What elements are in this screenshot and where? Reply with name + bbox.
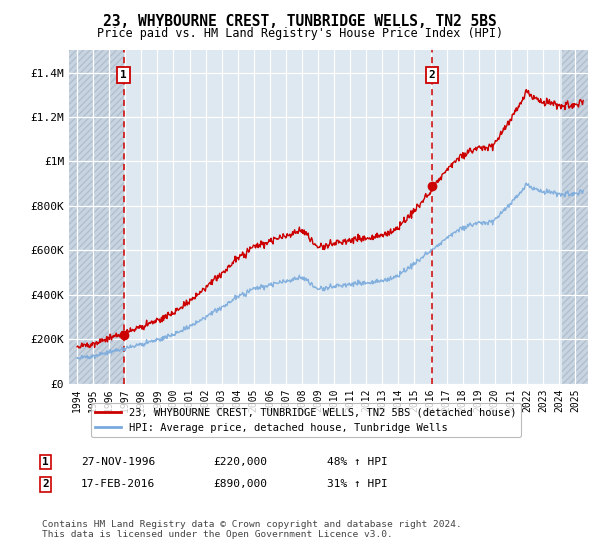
Text: 27-NOV-1996: 27-NOV-1996 — [81, 457, 155, 467]
Text: £220,000: £220,000 — [213, 457, 267, 467]
Text: 17-FEB-2016: 17-FEB-2016 — [81, 479, 155, 489]
Text: Price paid vs. HM Land Registry's House Price Index (HPI): Price paid vs. HM Land Registry's House … — [97, 27, 503, 40]
Bar — [69, 50, 124, 384]
Text: 1: 1 — [120, 70, 127, 80]
Text: 2: 2 — [429, 70, 436, 80]
Text: 48% ↑ HPI: 48% ↑ HPI — [327, 457, 388, 467]
Text: 31% ↑ HPI: 31% ↑ HPI — [327, 479, 388, 489]
Text: 2: 2 — [42, 479, 49, 489]
Legend: 23, WHYBOURNE CREST, TUNBRIDGE WELLS, TN2 5BS (detached house), HPI: Average pri: 23, WHYBOURNE CREST, TUNBRIDGE WELLS, TN… — [91, 403, 521, 437]
Text: £890,000: £890,000 — [213, 479, 267, 489]
Text: 23, WHYBOURNE CREST, TUNBRIDGE WELLS, TN2 5BS: 23, WHYBOURNE CREST, TUNBRIDGE WELLS, TN… — [103, 14, 497, 29]
Bar — [562, 50, 588, 384]
Text: 1: 1 — [42, 457, 49, 467]
Text: Contains HM Land Registry data © Crown copyright and database right 2024.
This d: Contains HM Land Registry data © Crown c… — [42, 520, 462, 539]
